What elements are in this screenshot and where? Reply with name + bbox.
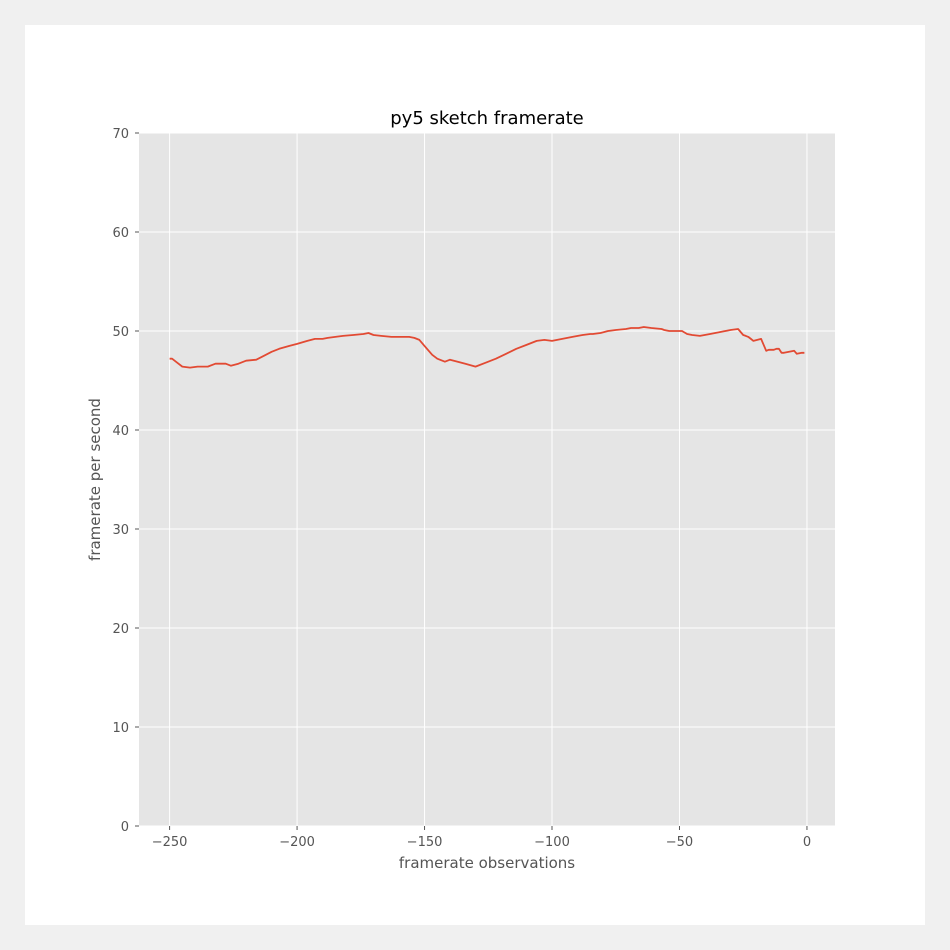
x-tick-label: 0 (803, 835, 811, 850)
x-tick-label: −200 (279, 835, 315, 850)
y-tick-label: 20 (112, 622, 129, 637)
x-tick-label: −50 (666, 835, 693, 850)
y-tick-label: 10 (112, 721, 129, 736)
x-tick-label: −250 (152, 835, 188, 850)
y-tick-label: 0 (121, 820, 129, 835)
plot-area (139, 133, 835, 826)
x-axis-label: framerate observations (399, 854, 575, 872)
line-chart: −250 −200 −150 −100 −50 0 0 10 20 30 40 50 60 70 py5… (86, 108, 835, 872)
y-tick-label: 40 (112, 424, 129, 439)
figure-canvas: −250 −200 −150 −100 −50 0 0 10 20 30 40 50 60 70 py5… (25, 25, 925, 925)
y-axis-ticks: 0 10 20 30 40 50 60 70 (112, 127, 139, 835)
x-tick-label: −100 (534, 835, 570, 850)
series-line (169, 326, 805, 369)
y-tick-label: 60 (112, 226, 129, 241)
y-tick-label: 70 (112, 127, 129, 142)
x-axis-ticks: −250 −200 −150 −100 −50 0 (152, 826, 811, 850)
y-tick-label: 50 (112, 325, 129, 340)
y-tick-label: 30 (112, 523, 129, 538)
gridlines (139, 132, 835, 827)
y-axis-label: framerate per second (86, 398, 104, 561)
chart-title: py5 sketch framerate (390, 108, 584, 129)
x-tick-label: −150 (407, 835, 443, 850)
series-layer (169, 326, 805, 369)
